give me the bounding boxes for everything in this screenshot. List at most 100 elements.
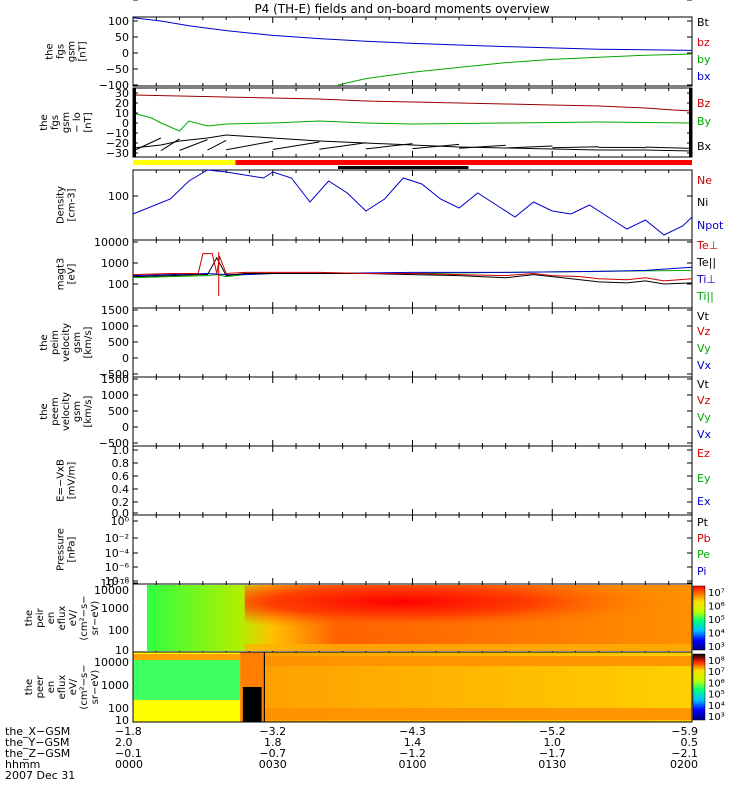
peir-spectrogram <box>132 583 693 653</box>
y-axis-label: (cm²−s− <box>79 664 90 709</box>
y-axis-label: eflux <box>57 675 68 700</box>
colorbar <box>692 585 706 651</box>
legend-entry: Npot <box>697 219 724 232</box>
peer-right-top <box>263 656 692 666</box>
x-row-value: 0130 <box>538 758 566 771</box>
y-tick-label: 0.6 <box>112 470 130 483</box>
y-tick-label: 10000 <box>94 584 129 597</box>
colorbar-label: 10⁷ <box>708 588 725 599</box>
colorbar-label: 10³ <box>708 642 725 653</box>
legend-entry: Vt <box>697 378 710 391</box>
peir-low-band <box>244 644 693 651</box>
y-tick-label: 1000 <box>101 320 129 333</box>
y-tick-label: −1000 <box>92 0 129 3</box>
axis-block <box>689 88 692 157</box>
panel-pressure: Pressure [nPa] 10⁰ 10⁻² 10⁻⁴10⁻⁶10⁻⁸10⁻¹⁰ Pt P… <box>56 514 711 590</box>
peir-hot-region <box>244 585 693 633</box>
axis-block <box>133 88 136 157</box>
y-axis-label: en <box>46 612 57 625</box>
y-tick-label: 10⁰ <box>111 515 130 528</box>
y-axis-label: eV/ <box>68 678 79 695</box>
y-tick-label: 100 <box>108 624 129 637</box>
colorbar-label: 10⁷ <box>708 667 725 678</box>
peer-frame <box>132 651 693 723</box>
x-row-value: 1.4 <box>404 736 422 749</box>
y-axis-label: peem <box>50 397 61 425</box>
chart-title: P4 (TH-E) fields and on-board moments ov… <box>254 2 549 16</box>
y-axis-label: (cm²−s− <box>79 595 90 640</box>
x-row-value: 0030 <box>259 758 287 771</box>
legend-entry: Bz <box>697 97 711 110</box>
series-Te|| <box>132 256 693 285</box>
y-tick-label: 0 <box>122 421 129 434</box>
y-axis-label: eflux <box>57 606 68 631</box>
x-axis-labels: the_X−GSM −1.8 −3.2 −4.3 −5.2 −5.9 the_Y−GSM 2.… <box>5 725 698 782</box>
panel-frame <box>132 16 693 87</box>
y-tick-label: −500 <box>99 437 129 450</box>
mode-bar-segment <box>235 160 692 165</box>
y-tick-label: 100 <box>108 190 129 203</box>
x-row-label: hhmm <box>5 758 40 771</box>
y-tick-label: 1000 <box>101 679 129 692</box>
legend-entry: By <box>697 115 712 128</box>
y-tick-label: 10⁻⁸ <box>105 575 130 588</box>
legend-entry: Vz <box>697 325 711 338</box>
y-axis-label: [eV] <box>67 264 78 285</box>
legend-entry: Bt <box>697 16 710 29</box>
y-axis-label: fgs <box>50 115 61 130</box>
y-tick-label: 1000 <box>101 257 129 270</box>
y-axis-label: velocity <box>61 323 72 362</box>
y-tick-label: 100 <box>108 15 129 28</box>
y-axis-label: peer <box>35 675 46 699</box>
colorbar-label: 10⁵ <box>708 615 725 626</box>
y-tick-label: 10000 <box>94 236 129 249</box>
y-tick-label: −1500 <box>92 0 129 3</box>
legend-entry: bz <box>697 36 710 49</box>
legend-entry: Vy <box>697 342 711 355</box>
panel-frame <box>132 376 693 447</box>
x-row-value: −4.3 <box>399 725 426 738</box>
y-tick-label: 10⁻⁴ <box>105 547 130 560</box>
legend-entry: Pb <box>697 532 711 545</box>
y-axis-label: Density <box>56 186 67 224</box>
legend-entry: Ex <box>697 495 711 508</box>
x-row-value: −5.9 <box>671 725 698 738</box>
x-row-value: 0.5 <box>681 736 699 749</box>
y-tick-label: 500 <box>108 405 129 418</box>
y-tick-label: 0.0 <box>112 507 130 520</box>
series-bx <box>132 17 693 51</box>
series-By <box>132 112 693 132</box>
panel-frame <box>132 445 693 516</box>
y-tick-label: 1000 <box>101 602 129 615</box>
y-tick-label: −50 <box>106 63 129 76</box>
legend-entry: Ez <box>697 447 710 460</box>
y-axis-label: gsm <box>67 41 78 62</box>
x-row-label: the_Y−GSM <box>5 736 70 749</box>
peer-black-block <box>242 687 262 722</box>
y-axis-label: [mV/m] <box>67 462 78 500</box>
x-row-value: −1.2 <box>399 747 426 760</box>
series-Npot <box>132 169 693 236</box>
y-tick-label: 10 <box>115 714 129 727</box>
x-row-value: −1.7 <box>539 747 566 760</box>
x-row-value: −0.7 <box>259 747 286 760</box>
y-axis-label: en <box>46 681 57 694</box>
x-row-value: −5.2 <box>539 725 566 738</box>
y-tick-label: 500 <box>108 336 129 349</box>
y-tick-label: 100 <box>108 702 129 715</box>
y-axis-label: Pressure <box>56 528 67 571</box>
colorbar-label: 10⁶ <box>708 678 725 689</box>
y-tick-label: 30 <box>115 87 129 100</box>
peer-right-bottom <box>263 708 692 720</box>
x-row-value: −2.1 <box>671 747 698 760</box>
y-tick-label: 20 <box>115 97 129 110</box>
x-row-value: −3.2 <box>259 725 286 738</box>
panel-frame <box>132 307 693 378</box>
x-row-value: 2.0 <box>115 736 133 749</box>
y-tick-label: 10⁻² <box>105 532 129 545</box>
x-row-value: 1.0 <box>544 736 562 749</box>
x-row-value: −1.8 <box>115 725 142 738</box>
legend-entry: Pe <box>697 548 710 561</box>
